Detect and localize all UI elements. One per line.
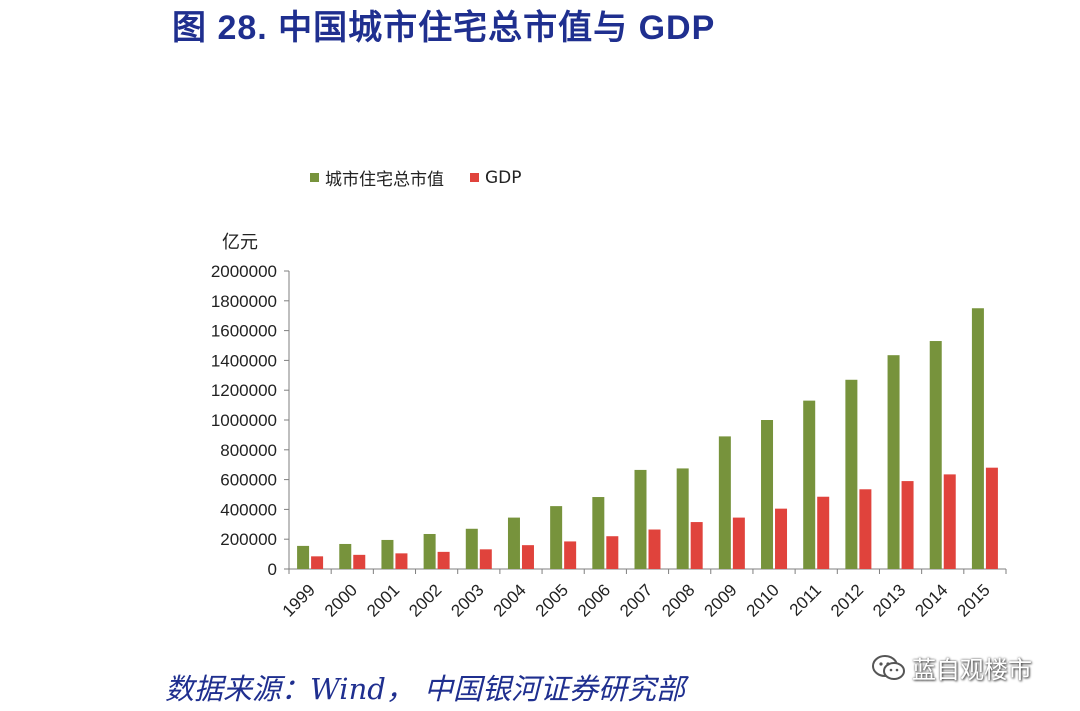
x-tick-label: 2011 (786, 580, 825, 619)
x-tick-label: 2005 (532, 580, 572, 620)
bar-gdp-2012 (859, 489, 872, 569)
bar-housing-2003 (465, 528, 478, 569)
bar-housing-2012 (845, 379, 858, 569)
y-tick-label: 1200000 (211, 381, 277, 400)
bar-gdp-2006 (606, 536, 619, 569)
chart-legend: 城市住宅总市值 GDP (310, 165, 548, 190)
bar-housing-2005 (550, 506, 563, 569)
bar-housing-1999 (297, 545, 310, 569)
y-tick-label: 1800000 (211, 292, 277, 311)
bar-gdp-2005 (564, 541, 577, 569)
bar-gdp-2007 (648, 529, 661, 569)
bar-gdp-2011 (817, 496, 830, 569)
bar-housing-2004 (507, 517, 520, 569)
legend-label-housing: 城市住宅总市值 (325, 170, 444, 190)
bar-gdp-1999 (311, 556, 324, 569)
y-tick-label: 800000 (220, 441, 277, 460)
y-tick-label: 1600000 (211, 322, 277, 341)
bar-housing-2011 (803, 400, 816, 569)
y-tick-label: 2000000 (211, 262, 277, 281)
y-tick-label: 1000000 (211, 411, 277, 430)
y-tick-label: 200000 (220, 530, 277, 549)
figure-title: 图 28. 中国城市住宅总市值与 GDP (172, 9, 716, 47)
legend-label-gdp: GDP (485, 167, 522, 188)
legend-item-gdp: GDP (470, 168, 522, 188)
y-tick-label: 400000 (220, 500, 277, 519)
x-tick-label: 2007 (616, 580, 656, 620)
bar-housing-2000 (339, 543, 352, 569)
bar-gdp-2010 (775, 508, 788, 569)
bar-gdp-2003 (479, 549, 492, 569)
x-tick-label: 1999 (279, 580, 319, 620)
x-tick-label: 2002 (405, 580, 445, 620)
bar-housing-2015 (971, 308, 984, 569)
watermark: 蓝自观楼市 (872, 650, 1032, 685)
bar-gdp-2002 (437, 551, 450, 569)
bar-housing-2001 (381, 539, 394, 569)
x-tick-label: 2008 (658, 580, 698, 620)
x-tick-label: 2006 (574, 580, 614, 620)
bar-housing-2002 (423, 533, 436, 569)
bar-gdp-2014 (943, 474, 956, 569)
x-tick-label: 2014 (911, 580, 951, 620)
bar-gdp-2001 (395, 553, 408, 569)
y-tick-label: 600000 (220, 471, 277, 490)
legend-swatch-housing (310, 173, 319, 182)
bar-housing-2008 (676, 468, 689, 569)
chart-bars (297, 308, 998, 569)
y-tick-label: 1400000 (211, 351, 277, 370)
x-tick-label: 2012 (827, 580, 867, 620)
y-tick-label: 0 (268, 560, 277, 579)
legend-swatch-gdp (470, 173, 479, 182)
bar-housing-2006 (592, 497, 605, 569)
x-tick-label: 2009 (700, 580, 740, 620)
bar-housing-2014 (929, 341, 942, 569)
y-axis-unit-label: 亿元 (222, 232, 258, 253)
wechat-icon (872, 654, 905, 680)
bar-gdp-2015 (985, 467, 998, 569)
data-source-note: 数据来源：Wind， 中国银河证券研究部 (165, 672, 686, 706)
bar-gdp-2008 (690, 522, 703, 569)
x-tick-label: 2000 (321, 580, 361, 620)
x-tick-label: 2001 (363, 580, 403, 620)
chart-axes (284, 270, 1007, 574)
x-tick-label: 2004 (490, 580, 530, 620)
bar-housing-2010 (761, 420, 774, 569)
x-tick-label: 2015 (954, 580, 994, 620)
bar-housing-2009 (718, 436, 731, 569)
bar-housing-2013 (887, 355, 900, 569)
bar-gdp-2013 (901, 481, 914, 569)
legend-item-housing: 城市住宅总市值 (310, 165, 444, 190)
x-tick-label: 2003 (447, 580, 487, 620)
bar-gdp-2000 (353, 554, 366, 569)
watermark-text: 蓝自观楼市 (912, 656, 1032, 684)
x-tick-label: 2013 (869, 580, 909, 620)
x-tick-label: 2010 (743, 580, 783, 620)
bar-gdp-2004 (521, 545, 534, 569)
bar-housing-2007 (634, 469, 647, 569)
bar-gdp-2009 (732, 517, 745, 569)
